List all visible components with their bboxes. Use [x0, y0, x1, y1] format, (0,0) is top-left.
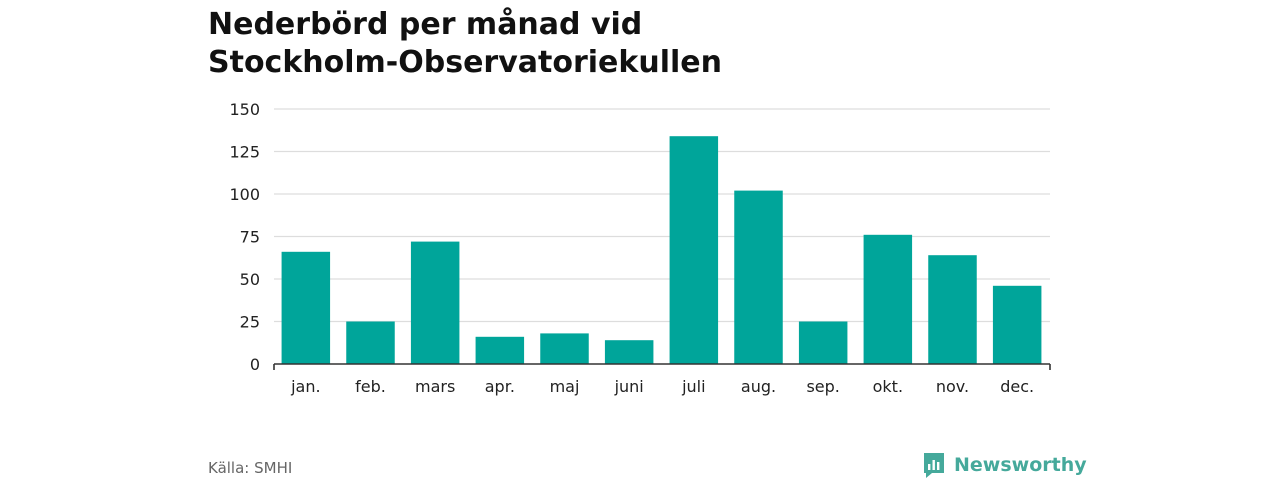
brand-name: Newsworthy [954, 454, 1087, 476]
bar [281, 251, 331, 364]
y-tick-label: 75 [240, 228, 260, 247]
bar [410, 241, 460, 364]
y-tick-label: 125 [229, 143, 260, 162]
y-tick-label: 25 [240, 313, 260, 332]
newsworthy-logo-icon [924, 453, 944, 478]
bar [346, 321, 395, 364]
x-tick-label: jan. [290, 377, 320, 396]
x-tick-label: maj [550, 377, 580, 396]
y-tick-label: 0 [250, 355, 260, 374]
x-tick-label: okt. [873, 377, 903, 396]
x-tick-label: feb. [355, 377, 386, 396]
chart-title: Nederbörd per månad vid Stockholm-Observ… [208, 6, 908, 82]
bar [863, 234, 913, 364]
bar [928, 255, 977, 364]
bar [540, 333, 589, 364]
y-tick-label: 100 [229, 185, 260, 204]
chart-title-line-1: Nederbörd per månad vid [208, 7, 643, 42]
x-tick-label: apr. [485, 377, 515, 396]
x-tick-label: nov. [936, 377, 969, 396]
x-tick-label: mars [415, 377, 455, 396]
bar [475, 336, 525, 364]
source-note: Källa: SMHI [208, 459, 293, 477]
bar [734, 190, 783, 364]
y-tick-label: 50 [240, 270, 260, 289]
x-tick-label: juli [681, 377, 705, 396]
y-tick-label: 150 [229, 100, 260, 119]
x-tick-label: sep. [806, 377, 839, 396]
bar [992, 285, 1042, 364]
x-tick-label: dec. [1000, 377, 1034, 396]
brand-logo: Newsworthy [922, 450, 1087, 480]
chart-title-line-2: Stockholm-Observatoriekullen [208, 45, 722, 80]
bar [669, 136, 719, 364]
x-tick-label: juni [614, 377, 644, 396]
bar [798, 321, 848, 364]
x-tick-label: aug. [741, 377, 776, 396]
bar [604, 340, 654, 364]
